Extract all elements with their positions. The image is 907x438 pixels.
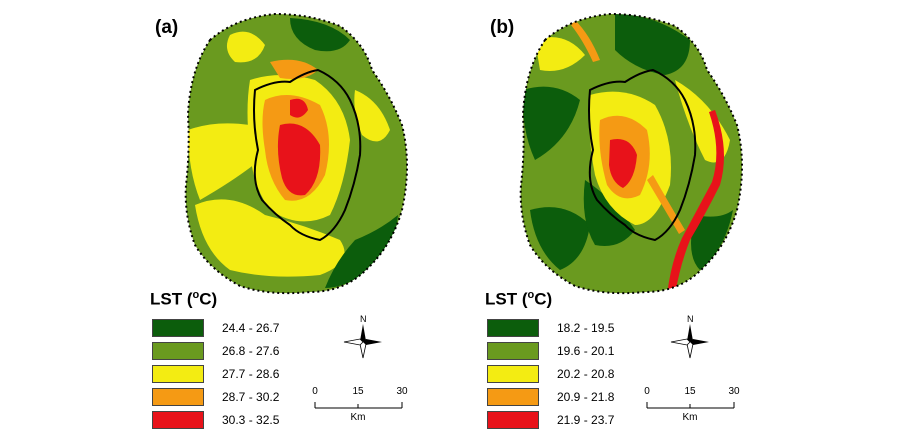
map-panel-b: (b) LST (oC) 18.2 - 19.5 19.6 - 20.: [475, 0, 875, 438]
legend-label: 20.2 - 20.8: [557, 367, 615, 381]
legend-label: 26.8 - 27.6: [222, 344, 280, 358]
legend-swatch: [152, 365, 204, 383]
legend-label: 20.9 - 21.8: [557, 390, 615, 404]
north-label: N: [687, 314, 694, 324]
lst-map-b: [519, 12, 743, 295]
north-label: N: [360, 314, 367, 324]
scale-tick-label: 30: [396, 386, 408, 397]
legend-swatch: [152, 342, 204, 360]
map-a-zone: [325, 215, 398, 288]
map-a-zone: [354, 90, 390, 142]
map-b-zone: [530, 207, 590, 270]
city-boundary-b: [588, 68, 697, 242]
scale-bar-b: 0 15 30 Km: [642, 382, 742, 432]
legend-item-a-2: 26.8 - 27.6: [152, 341, 279, 361]
scale-unit-label: Km: [350, 412, 366, 423]
scale-unit-label: Km: [682, 412, 698, 423]
compass-rose-icon: [343, 324, 382, 359]
legend-swatch: [487, 319, 539, 337]
legend-item-a-4: 28.7 - 30.2: [152, 387, 279, 407]
legend-swatch: [487, 365, 539, 383]
map-b-zone: [691, 210, 733, 270]
legend-item-b-5: 21.9 - 23.7: [487, 410, 614, 430]
map-a-zone: [290, 98, 308, 118]
map-a-zone: [290, 18, 350, 52]
legend-item-b-2: 19.6 - 20.1: [487, 341, 614, 361]
map-b-zone: [609, 139, 637, 188]
north-arrow-b: N: [667, 314, 713, 364]
legend-title-b: LST (oC): [485, 289, 553, 309]
map-a-zone: [188, 123, 260, 200]
map-a-zone: [226, 31, 265, 63]
map-b-zone: [535, 37, 585, 71]
scale-tick-label: 30: [728, 386, 740, 397]
legend-label: 27.7 - 28.6: [222, 367, 280, 381]
scale-tick-label: 15: [352, 386, 364, 397]
legend-label: 30.3 - 32.5: [222, 413, 280, 427]
panel-label-a: (a): [155, 17, 179, 38]
scale-line-icon: [314, 402, 403, 409]
scale-bar-a: 0 15 30 Km: [310, 382, 410, 432]
city-boundary-a: [253, 68, 362, 242]
legend-swatch: [487, 342, 539, 360]
compass-rose-icon: [670, 324, 709, 359]
map-b-zone: [522, 86, 580, 160]
legend-swatch: [152, 411, 204, 429]
scale-line-icon: [646, 402, 735, 409]
lst-map-a: [184, 12, 408, 295]
map-b-hot-corridor: [667, 110, 724, 294]
north-arrow-a: N: [340, 314, 386, 364]
legend-label: 24.4 - 26.7: [222, 321, 280, 335]
map-a-zone: [195, 199, 345, 277]
legend-item-b-3: 20.2 - 20.8: [487, 364, 614, 384]
legend-item-a-5: 30.3 - 32.5: [152, 410, 279, 430]
map-panel-a: (a) LST (oC) 24.4 - 26.7 26.8 - 27.6 27.: [140, 0, 540, 438]
panel-label-b: (b): [490, 17, 515, 38]
legend-label: 21.9 - 23.7: [557, 413, 615, 427]
legend-swatch: [487, 388, 539, 406]
legend-label: 19.6 - 20.1: [557, 344, 615, 358]
legend-swatch: [487, 411, 539, 429]
scale-tick-label: 0: [644, 386, 650, 397]
legend-item-a-1: 24.4 - 26.7: [152, 318, 279, 338]
legend-item-b-1: 18.2 - 19.5: [487, 318, 614, 338]
legend-item-b-4: 20.9 - 21.8: [487, 387, 614, 407]
legend-label: 18.2 - 19.5: [557, 321, 615, 335]
map-b-zone: [571, 20, 600, 62]
legend-label: 28.7 - 30.2: [222, 390, 280, 404]
legend-item-a-3: 27.7 - 28.6: [152, 364, 279, 384]
map-a-zone: [277, 123, 321, 196]
legend-swatch: [152, 319, 204, 337]
legend-swatch: [152, 388, 204, 406]
scale-tick-label: 15: [684, 386, 696, 397]
legend-title-a: LST (oC): [150, 289, 218, 309]
scale-tick-label: 0: [312, 386, 318, 397]
map-b-zone: [615, 14, 690, 75]
